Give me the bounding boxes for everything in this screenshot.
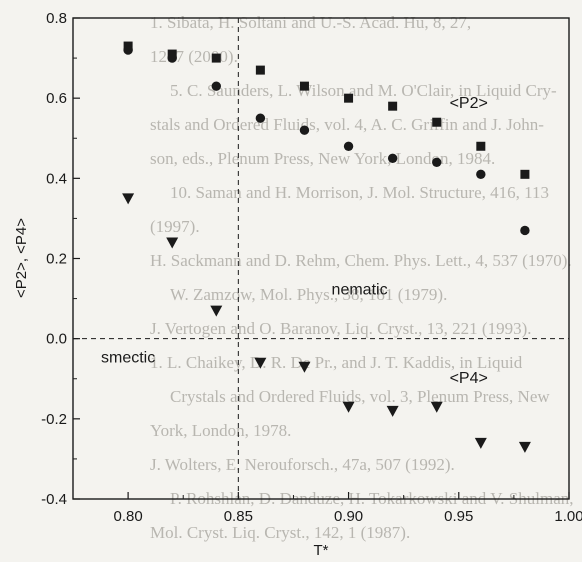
annotation-label: <P2> (450, 95, 488, 112)
background-text-line: (1997). (150, 217, 200, 236)
background-text-line: Mol. Cryst. Liq. Cryst., 142, 1 (1987). (150, 523, 410, 542)
y-tick-label: 0.6 (46, 90, 67, 107)
y-axis-title: <P2>, <P4> (13, 218, 30, 298)
square-marker (299, 81, 309, 91)
circle-marker (167, 53, 177, 63)
x-tick-label: 0.95 (444, 508, 473, 525)
y-tick-label: 0.2 (46, 251, 67, 268)
x-axis-title: T* (314, 542, 329, 559)
triangle-down-marker (342, 401, 355, 413)
triangle-down-marker (430, 401, 443, 413)
circle-marker (211, 81, 221, 91)
square-marker (388, 101, 398, 111)
background-text-layer: 1. Sibata, H. Soltani and U.-S. Acad. Hu… (150, 13, 574, 542)
y-tick-label: 0.8 (46, 10, 67, 27)
x-tick-label: 0.85 (224, 508, 253, 525)
circle-marker (343, 141, 354, 151)
y-tick-label: -0.2 (41, 411, 67, 428)
triangle-down-marker (386, 405, 399, 417)
circle-marker (123, 45, 133, 55)
background-text-line: 1257 (2000). (150, 47, 238, 66)
square-marker (432, 117, 442, 127)
y-tick-label: -0.4 (41, 491, 67, 508)
circle-marker (476, 169, 486, 180)
reference-lines (73, 18, 569, 499)
y-tick-label: 0.4 (46, 170, 67, 187)
tick-labels: 0.80 0.85 0.90 0.95 1.00 -0.4 -0.2 0.0 0.2 0.4 0.6… (41, 10, 582, 525)
background-text-line: son, eds., Plenum Press, New York, Londo… (150, 149, 495, 168)
x-tick-label: 0.80 (114, 508, 143, 525)
circle-marker (520, 225, 530, 236)
annotations: smectic nematic <P2> <P4> (101, 95, 488, 387)
triangle-down-marker (518, 441, 531, 453)
circle-marker (432, 157, 442, 167)
annotation-label: smectic (101, 350, 155, 367)
circle-marker (255, 113, 266, 123)
background-text-line: 1. L. Chaikey, D. R. De Pr., and J. T. K… (150, 353, 523, 372)
background-text-line: J. Wolters, E. Nerouforsch., 47a, 507 (1… (150, 455, 455, 474)
triangle-down-marker (474, 437, 487, 449)
y-tick-label: 0.0 (46, 331, 67, 348)
square-marker (520, 169, 530, 179)
triangle-down-marker (122, 193, 135, 205)
triangle-down-marker (210, 305, 223, 317)
background-text-line: 1. Sibata, H. Soltani and U.-S. Acad. Hu… (150, 13, 471, 32)
annotation-label: <P4> (450, 370, 488, 387)
background-text-line: J. Vertogen and O. Baranov, Liq. Cryst.,… (150, 319, 532, 338)
background-text-line: 10. Saman and H. Morrison, J. Mol. Struc… (170, 183, 549, 202)
data-points (122, 41, 531, 453)
annotation-label: nematic (332, 282, 388, 299)
background-text-line: York, London, 1978. (150, 421, 291, 440)
square-marker (476, 141, 486, 151)
background-text-line: 5. C. Saunders, L. Wilson and M. O'Clair… (170, 81, 557, 100)
circle-marker (299, 125, 310, 135)
triangle-down-marker (254, 357, 267, 369)
square-marker (344, 93, 354, 103)
circle-marker (387, 153, 398, 163)
x-tick-label: 1.00 (554, 508, 582, 525)
triangle-down-marker (298, 361, 311, 373)
x-tick-label: 0.90 (334, 508, 363, 525)
background-text-line: Crystals and Ordered Fluids, vol. 3, Ple… (170, 387, 550, 406)
background-text-line: H. Sackmann and D. Rehm, Chem. Phys. Let… (150, 251, 572, 270)
background-text-line: W. Zamzow, Mol. Phys., 38, 181 (1979). (170, 285, 447, 304)
axis-ticks (72, 17, 570, 500)
square-marker (255, 65, 265, 75)
square-marker (211, 53, 221, 63)
background-text-line: stals and Ordered Fluids, vol. 4, A. C. … (150, 115, 544, 134)
triangle-down-marker (166, 237, 179, 249)
